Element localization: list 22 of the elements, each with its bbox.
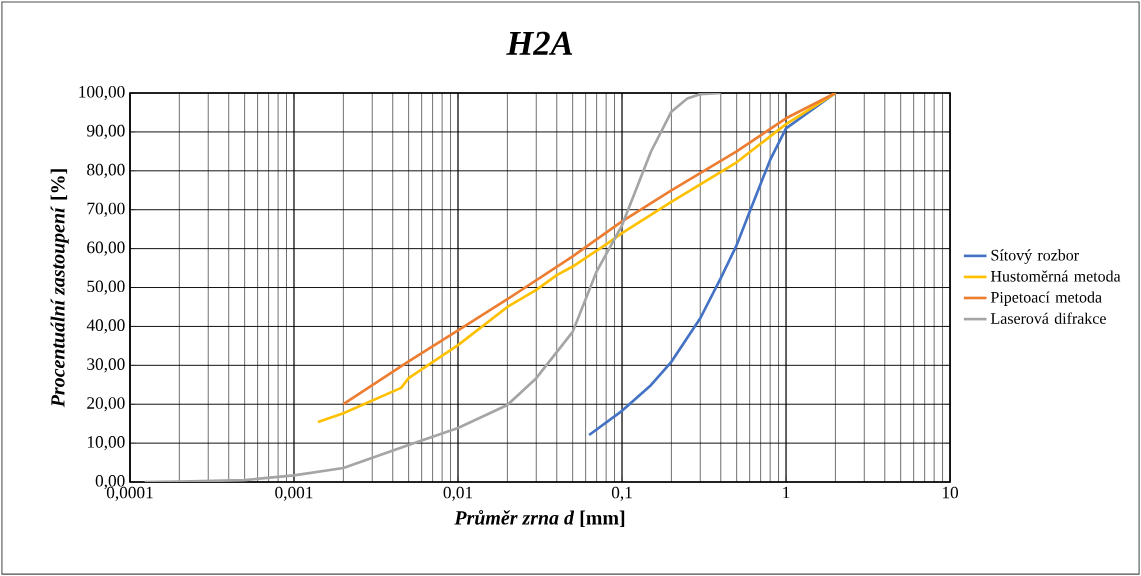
x-tick-label: 0,01 — [443, 486, 473, 501]
x-tick-label: 10 — [942, 486, 959, 499]
y-tick-label: 60,00 — [87, 241, 125, 256]
y-tick-label: 30,00 — [87, 358, 125, 373]
y-axis-title: Procentuální zastoupení [%] — [50, 169, 69, 408]
x-tick-label: 1 — [783, 486, 790, 499]
y-tick-label: 80,00 — [87, 163, 125, 178]
y-tick-label: 20,00 — [87, 397, 125, 412]
y-tick-label: 40,00 — [86, 319, 125, 334]
legend-label: Hustoměrná metoda — [990, 270, 1121, 282]
y-tick-label: 10,00 — [87, 436, 125, 451]
legend-label: Laserová difrakce — [990, 312, 1106, 324]
y-tick-label: 100,00 — [79, 85, 125, 101]
legend-label: Pipetoací metoda — [990, 291, 1102, 306]
y-tick-label: 70,00 — [87, 202, 125, 217]
x-tick-label: 0,1 — [611, 486, 632, 501]
x-axis-title: Průměr zrna d [mm] — [454, 510, 625, 528]
chart-title: H2A — [506, 31, 573, 55]
y-tick-label: 50,00 — [87, 280, 125, 295]
y-tick-label: 90,00 — [87, 124, 125, 139]
legend-label: Sítový rozbor — [991, 249, 1079, 264]
x-tick-label: 0,001 — [275, 486, 313, 501]
